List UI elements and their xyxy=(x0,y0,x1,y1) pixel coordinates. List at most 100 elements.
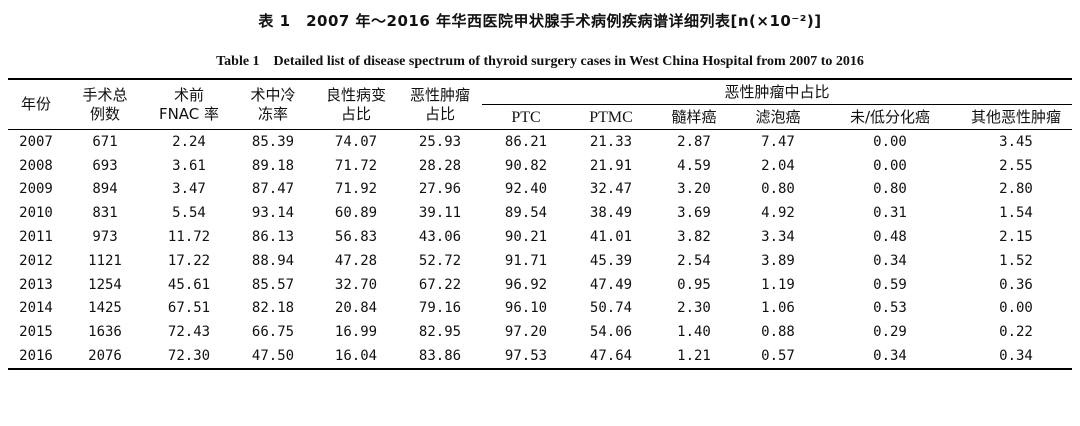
cell-total: 1254 xyxy=(88,276,122,293)
cell-total: 831 xyxy=(92,205,118,222)
header-malignant: 恶性肿瘤 占比 xyxy=(398,78,482,130)
cell-frozen: 87.47 xyxy=(251,181,295,198)
cell-fnac: 45.61 xyxy=(167,276,211,293)
cell-undifferentiated: 0.80 xyxy=(873,181,907,198)
cell-other: 0.36 xyxy=(999,276,1033,293)
cell-ptmc: 38.49 xyxy=(589,205,633,222)
header-frozen-line1: 术中冷 xyxy=(250,85,296,104)
header-ptc: PTC xyxy=(482,104,570,130)
cell-malignant: 79.16 xyxy=(418,300,462,317)
table-row: 2013 1254 45.61 85.57 32.70 67.22 96.92 47.49 0.… xyxy=(8,273,1072,297)
cell-follicular: 0.80 xyxy=(761,181,795,198)
cell-total: 894 xyxy=(92,181,118,198)
disease-spectrum-table: 年份 手术总 例数 术前 FNAC 率 术中冷 冻率 良性病变 占比 xyxy=(8,78,1073,370)
cell-follicular: 0.88 xyxy=(761,324,795,341)
cell-undifferentiated: 0.34 xyxy=(873,252,907,269)
header-other-malignant: 其他恶性肿瘤 xyxy=(960,104,1073,130)
cell-frozen: 93.14 xyxy=(251,205,295,222)
header-year: 年份 xyxy=(8,78,64,130)
cell-total: 671 xyxy=(92,133,118,150)
cell-medullary: 0.95 xyxy=(677,276,711,293)
cell-undifferentiated: 0.00 xyxy=(873,133,907,150)
cell-total: 1636 xyxy=(88,324,122,341)
cell-total: 973 xyxy=(92,229,118,246)
cell-fnac: 2.24 xyxy=(172,133,206,150)
cell-frozen: 47.50 xyxy=(232,344,314,370)
cell-ptc: 89.54 xyxy=(504,205,548,222)
table-row: 2012 1121 17.22 88.94 47.28 52.72 91.71 45.39 2.… xyxy=(8,249,1072,273)
cell-other: 0.34 xyxy=(960,344,1073,370)
cell-ptc: 86.21 xyxy=(504,133,548,150)
cell-undifferentiated: 0.34 xyxy=(820,344,960,370)
cell-year: 2008 xyxy=(19,157,53,174)
cell-frozen: 85.57 xyxy=(251,276,295,293)
header-frozen-line2: 冻率 xyxy=(257,104,288,123)
table-row: 2016 2076 72.30 47.50 16.04 83.86 97.53 47.64 1.… xyxy=(8,344,1073,370)
cell-benign: 56.83 xyxy=(334,229,378,246)
header-benign-line2: 占比 xyxy=(340,104,371,123)
cell-other: 1.54 xyxy=(999,205,1033,222)
cell-follicular: 3.89 xyxy=(761,252,795,269)
table-row: 2008 693 3.61 89.18 71.72 28.28 90.82 21.91 4.59… xyxy=(8,154,1072,178)
cell-follicular: 0.57 xyxy=(736,344,820,370)
cell-ptmc: 45.39 xyxy=(589,252,633,269)
header-follicular: 滤泡癌 xyxy=(736,104,820,130)
cell-malignant: 83.86 xyxy=(398,344,482,370)
cell-benign: 71.92 xyxy=(334,181,378,198)
cell-medullary: 4.59 xyxy=(677,157,711,174)
table-row: 2015 1636 72.43 66.75 16.99 82.95 97.20 54.06 1.… xyxy=(8,320,1072,344)
cell-follicular: 7.47 xyxy=(761,133,795,150)
cell-ptc: 97.20 xyxy=(504,324,548,341)
cell-frozen: 85.39 xyxy=(251,133,295,150)
header-benign-line1: 良性病变 xyxy=(325,85,386,104)
cell-ptc: 90.21 xyxy=(504,229,548,246)
cell-undifferentiated: 0.48 xyxy=(873,229,907,246)
cell-medullary: 1.40 xyxy=(677,324,711,341)
cell-benign: 32.70 xyxy=(334,276,378,293)
cell-malignant: 39.11 xyxy=(418,205,462,222)
header-malignant-line1: 恶性肿瘤 xyxy=(409,85,470,104)
table-row: 2010 831 5.54 93.14 60.89 39.11 89.54 38.49 3.69… xyxy=(8,201,1072,225)
cell-benign: 71.72 xyxy=(334,157,378,174)
cell-follicular: 1.06 xyxy=(761,300,795,317)
cell-benign: 47.28 xyxy=(334,252,378,269)
cell-fnac: 67.51 xyxy=(167,300,211,317)
cell-follicular: 1.19 xyxy=(761,276,795,293)
cell-ptc: 96.92 xyxy=(504,276,548,293)
cell-fnac: 72.43 xyxy=(167,324,211,341)
header-fnac-line1: 术前 xyxy=(173,85,204,104)
cell-benign: 60.89 xyxy=(334,205,378,222)
cell-frozen: 86.13 xyxy=(251,229,295,246)
cell-other: 2.15 xyxy=(999,229,1033,246)
cell-ptc: 90.82 xyxy=(504,157,548,174)
cell-benign: 74.07 xyxy=(334,133,378,150)
cell-frozen: 89.18 xyxy=(251,157,295,174)
cell-medullary: 2.30 xyxy=(677,300,711,317)
cell-fnac: 17.22 xyxy=(167,252,211,269)
table-row: 2009 894 3.47 87.47 71.92 27.96 92.40 32.47 3.20… xyxy=(8,178,1072,202)
cell-fnac: 3.61 xyxy=(172,157,206,174)
cell-medullary: 1.21 xyxy=(652,344,736,370)
cell-undifferentiated: 0.29 xyxy=(873,324,907,341)
cell-malignant: 52.72 xyxy=(418,252,462,269)
cell-ptmc: 32.47 xyxy=(589,181,633,198)
cell-medullary: 3.69 xyxy=(677,205,711,222)
cell-malignant: 82.95 xyxy=(418,324,462,341)
cell-year: 2012 xyxy=(19,252,53,269)
cell-year: 2015 xyxy=(19,324,53,341)
cell-ptc: 92.40 xyxy=(504,181,548,198)
table-row: 2014 1425 67.51 82.18 20.84 79.16 96.10 50.74 2.… xyxy=(8,297,1072,321)
header-fnac: 术前 FNAC 率 xyxy=(146,78,232,130)
cell-other: 0.22 xyxy=(999,324,1033,341)
cell-ptmc: 54.06 xyxy=(589,324,633,341)
table-row: 2007 671 2.24 85.39 74.07 25.93 86.21 21.33 2.87… xyxy=(8,130,1072,154)
cell-year: 2009 xyxy=(19,181,53,198)
cell-undifferentiated: 0.00 xyxy=(873,157,907,174)
cell-follicular: 4.92 xyxy=(761,205,795,222)
cell-year: 2007 xyxy=(19,133,53,150)
cell-malignant: 25.93 xyxy=(418,133,462,150)
cell-ptmc: 50.74 xyxy=(589,300,633,317)
cell-follicular: 3.34 xyxy=(761,229,795,246)
cell-other: 2.80 xyxy=(999,181,1033,198)
header-malignant-group: 恶性肿瘤中占比 xyxy=(482,78,1073,105)
